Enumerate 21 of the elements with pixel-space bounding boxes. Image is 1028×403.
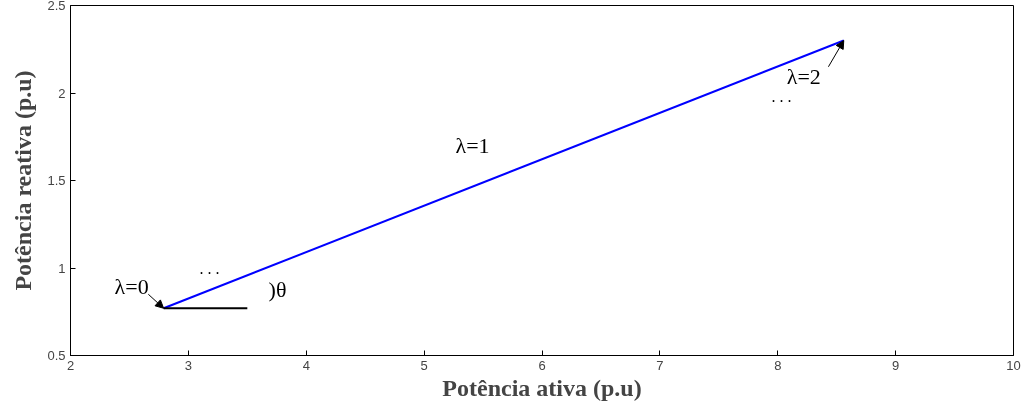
annotation: λ=1 [455, 133, 490, 158]
annotation: λ=2 [786, 64, 821, 89]
y-axis-title: Potência reativa (p.u) [10, 70, 37, 291]
x-tick-label: 5 [420, 357, 428, 373]
y-tick-label: 2 [58, 85, 66, 101]
x-tick-label: 9 [892, 357, 900, 373]
x-tick-label: 8 [774, 357, 782, 373]
x-tick-label: 4 [302, 357, 310, 373]
x-tick-label: 7 [656, 357, 664, 373]
y-tick-label: 1 [58, 260, 66, 276]
annotation: λ=0 [114, 273, 149, 299]
y-tick-label: 0.5 [47, 348, 66, 363]
annotation: )θ [268, 277, 287, 302]
x-tick-label: 3 [184, 357, 192, 373]
x-axis-title: Potência ativa (p.u) [442, 374, 642, 401]
y-tick-label: 1.5 [47, 173, 66, 188]
annotation: . . . [771, 88, 792, 105]
annotation: . . . [199, 260, 220, 277]
x-tick-label: 10 [1006, 357, 1021, 373]
x-tick-label: 6 [538, 357, 546, 373]
y-tick-label: 2.5 [47, 0, 66, 13]
